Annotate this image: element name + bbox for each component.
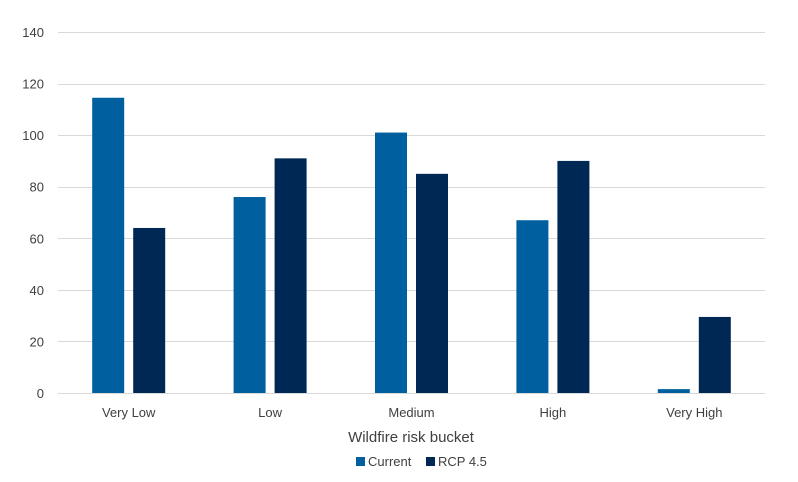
bar-rcp-4-5-very-low [133,227,166,393]
x-axis-title: Wildfire risk bucket [348,429,475,446]
y-tick-label: 20 [30,334,44,349]
bar-rcp-4-5-very-high [698,316,731,393]
bars [92,97,731,394]
y-tick-label: 40 [30,283,44,298]
bar-current-high [516,220,549,393]
bar-current-low [233,197,266,393]
bar-rcp-4-5-medium [416,173,448,393]
x-tick-label: Very Low [102,405,156,420]
y-tick-label: 60 [30,231,44,246]
legend-swatch [426,457,435,466]
bar-current-medium [375,132,407,394]
x-tick-label: Medium [388,405,434,420]
x-tick-label: Very High [666,405,722,420]
bar-current-very-low [92,97,125,393]
legend-label: Current [368,454,412,469]
y-tick-label: 100 [22,128,44,143]
gridlines [58,32,765,394]
legend-label: RCP 4.5 [438,454,487,469]
x-tick-label: High [540,405,567,420]
y-tick-label: 80 [30,180,44,195]
bar-current-very-high [657,389,690,393]
bar-rcp-4-5-high [557,160,590,393]
y-tick-label: 0 [37,386,44,401]
x-axis-tick-labels: Very Low Low Medium High Very High [102,405,723,420]
x-tick-label: Low [258,405,282,420]
y-axis-tick-labels: 0 20 40 60 80 100 120 140 [22,25,44,401]
legend: Current RCP 4.5 [356,454,487,469]
legend-swatch [356,457,365,466]
y-tick-label: 120 [22,77,44,92]
bar-rcp-4-5-low [274,158,307,393]
y-tick-label: 140 [22,25,44,40]
